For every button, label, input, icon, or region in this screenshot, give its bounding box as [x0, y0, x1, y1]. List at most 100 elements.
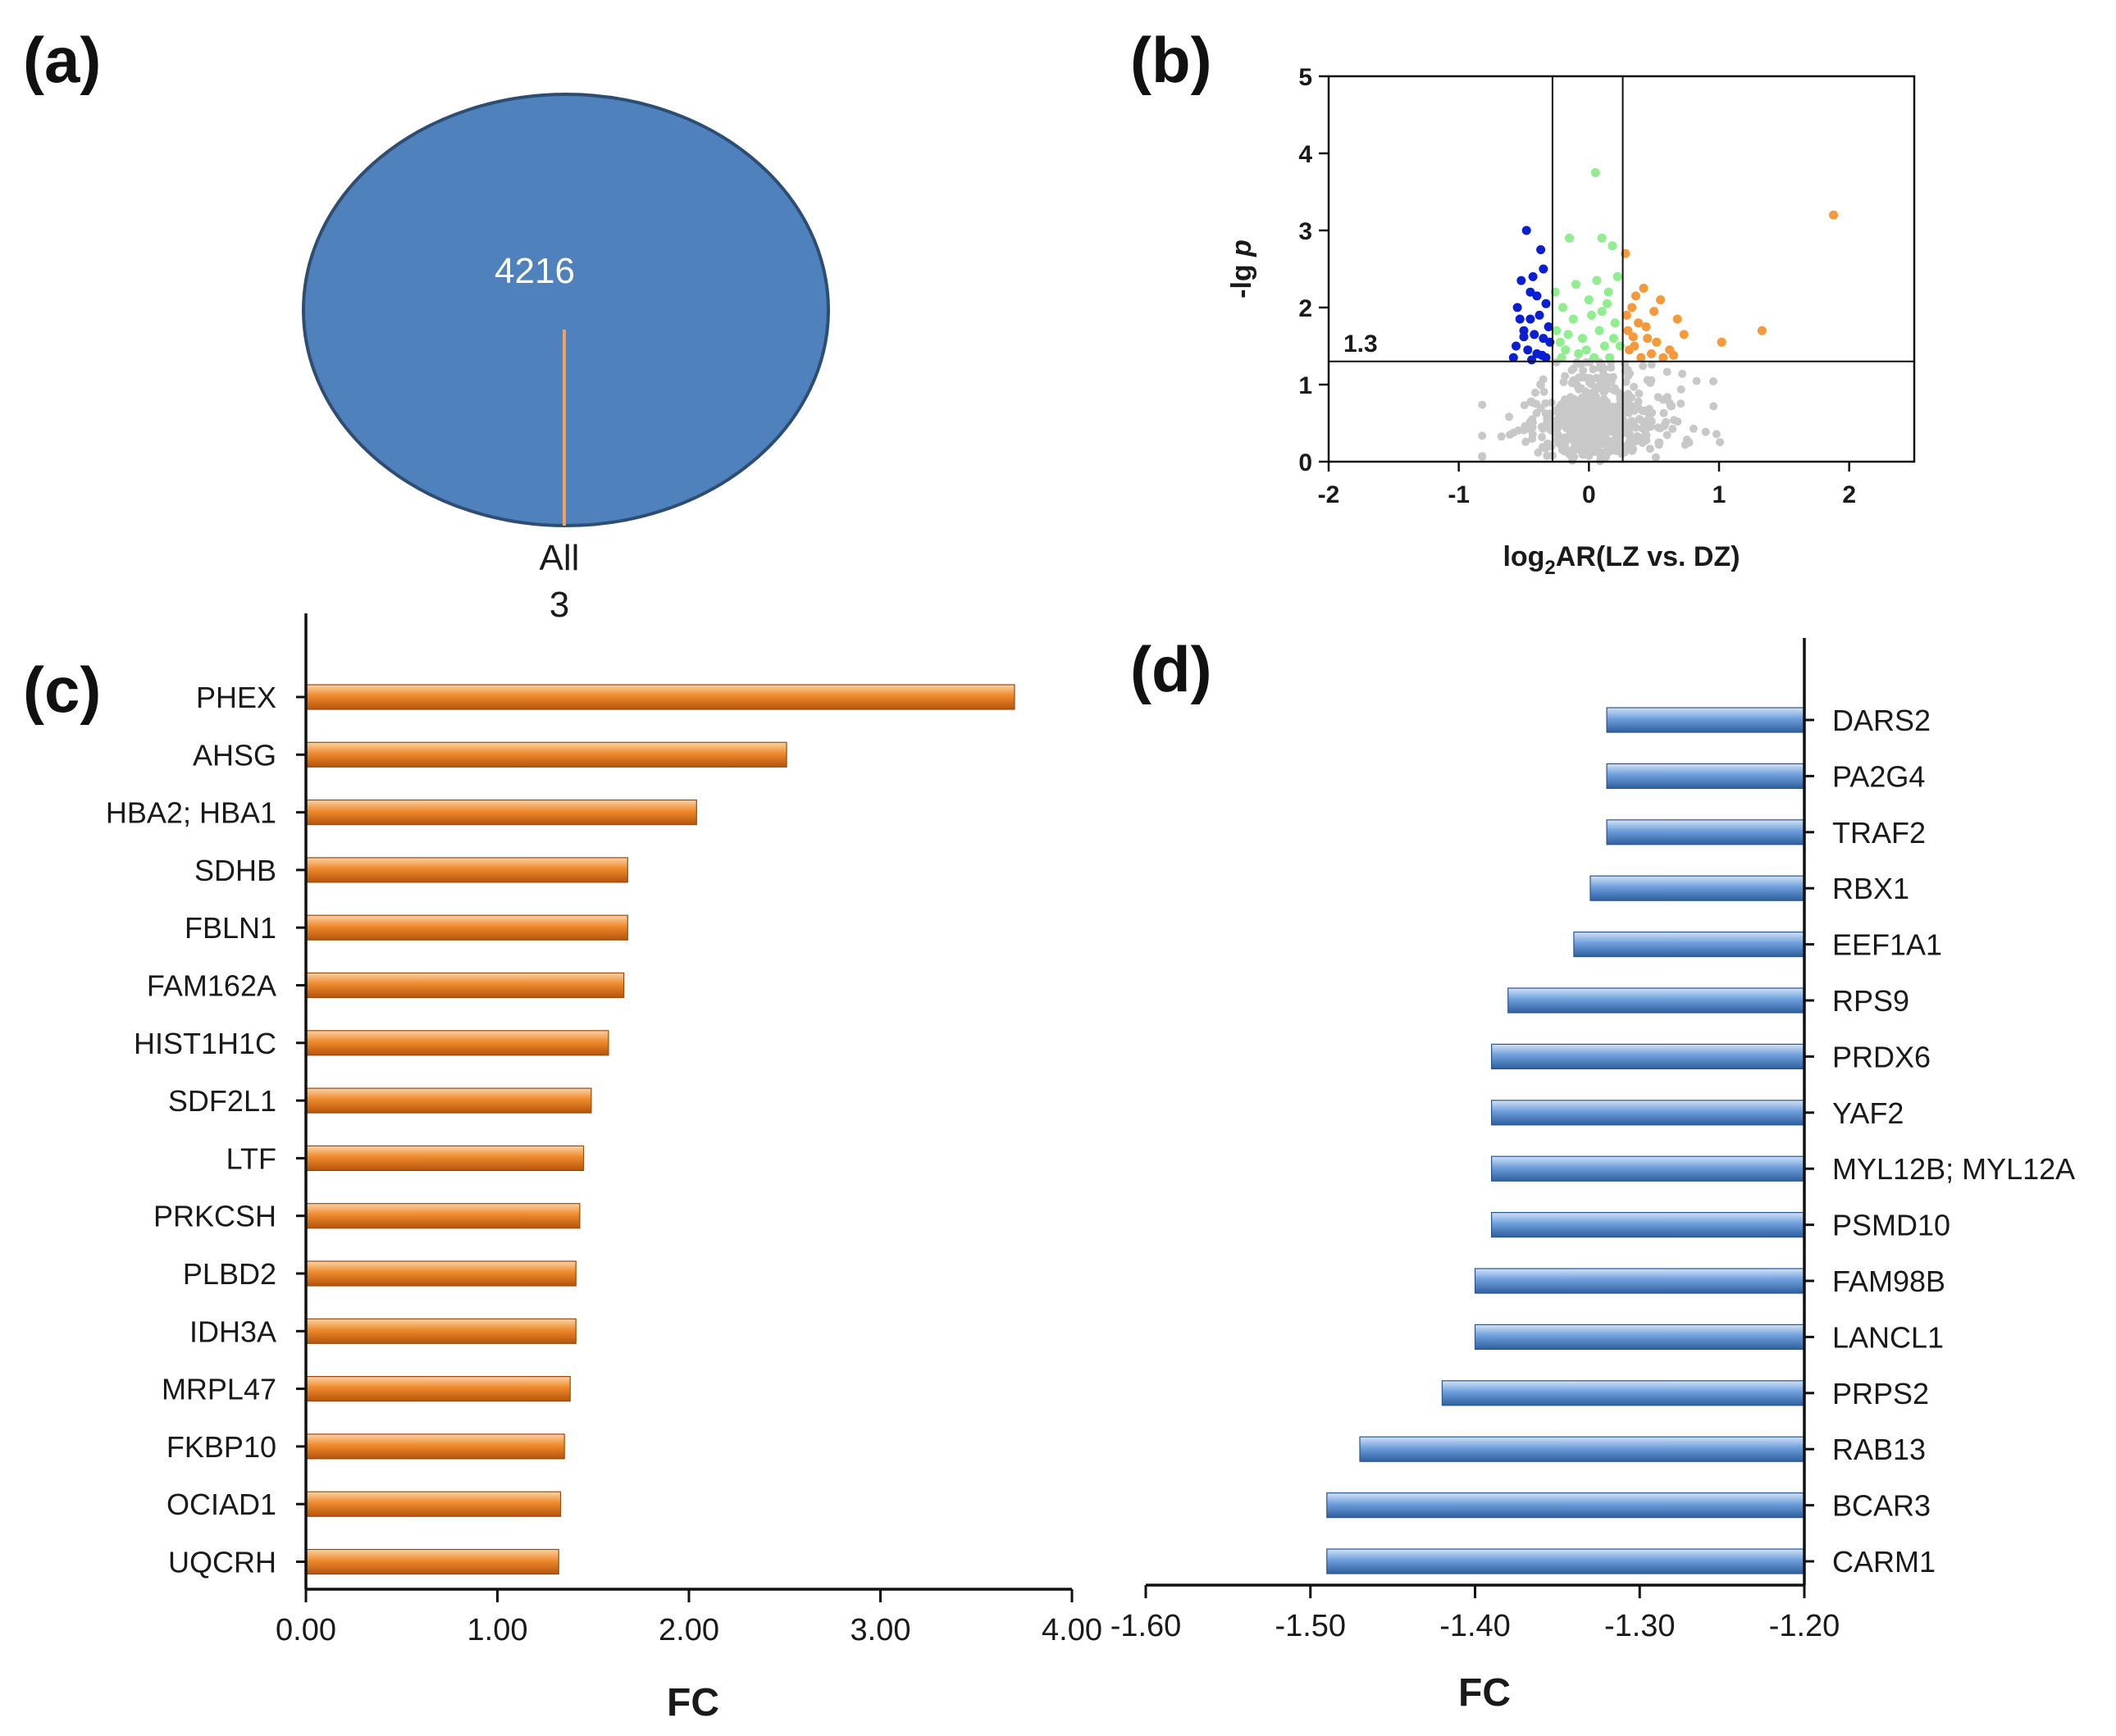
volcano-x-tick-label: 0	[1582, 481, 1596, 508]
volcano-point-ns	[1570, 453, 1579, 462]
bar-hist1h1c	[305, 1030, 609, 1056]
volcano-point-ns	[1659, 408, 1668, 417]
bar-lancl1	[1474, 1324, 1805, 1351]
volcano-point-ns	[1676, 385, 1685, 394]
volcano-point-up-regulated	[1643, 334, 1653, 344]
bar-rab13	[1359, 1436, 1805, 1462]
bar-dars2	[1606, 707, 1805, 733]
volcano-point-ns	[1585, 441, 1594, 450]
x-title-subscript: 2	[1544, 557, 1555, 579]
volcano-point-ns	[1626, 438, 1635, 447]
volcano-point-ns	[1569, 403, 1578, 412]
volcano-point-ns	[1576, 445, 1585, 454]
bar-prps2	[1441, 1380, 1805, 1406]
d-x-tick-label: -1.40	[1439, 1609, 1511, 1643]
volcano-point-ns	[1645, 444, 1654, 453]
volcano-point-ns	[1602, 380, 1611, 390]
volcano-point-ns	[1478, 452, 1487, 461]
volcano-point-down-regulated	[1539, 264, 1548, 274]
volcano-point-up-regulated	[1623, 326, 1633, 335]
c-category-label: SDF2L1	[168, 1084, 276, 1118]
volcano-point-small-change-significant	[1603, 287, 1613, 297]
volcano-point-ns	[1541, 444, 1550, 453]
volcano-point-ns	[1531, 388, 1539, 397]
volcano-point-down-regulated	[1521, 226, 1531, 235]
volcano-point-small-change-significant	[1563, 330, 1573, 339]
volcano-point-down-regulated	[1530, 330, 1539, 339]
volcano-point-ns	[1653, 393, 1662, 402]
volcano-point-small-change-significant	[1574, 349, 1584, 358]
volcano-point-up-regulated	[1829, 210, 1839, 220]
c-category-label: FKBP10	[166, 1430, 276, 1464]
volcano-point-ns	[1566, 427, 1575, 436]
volcano-point-ns	[1623, 427, 1632, 436]
volcano-point-small-change-significant	[1577, 334, 1587, 344]
volcano-point-small-change-significant	[1609, 334, 1618, 344]
panel-label-a: (a)	[23, 24, 101, 96]
bar-ociad1	[305, 1491, 562, 1517]
bar-sdf2l1	[305, 1087, 592, 1114]
volcano-point-small-change-significant	[1561, 345, 1571, 355]
volcano-point-small-change-significant	[1603, 298, 1612, 308]
d-x-tick-label: -1.20	[1769, 1609, 1840, 1643]
c-category-label: PLBD2	[183, 1257, 276, 1291]
c-category-label: PRKCSH	[153, 1200, 276, 1233]
volcano-point-ns	[1662, 431, 1671, 440]
volcano-point-ns	[1621, 377, 1630, 386]
volcano-point-ns	[1561, 395, 1569, 404]
c-x-tick-label: 4.00	[1042, 1613, 1102, 1647]
volcano-point-small-change-significant	[1597, 233, 1607, 243]
d-bars	[1326, 707, 1805, 1574]
volcano-point-ns	[1629, 444, 1638, 453]
d-category-label: PA2G4	[1832, 759, 1925, 793]
volcano-point-ns	[1647, 376, 1656, 385]
volcano-point-ns	[1678, 369, 1687, 378]
volcano-y-tick-label: 1	[1298, 372, 1312, 399]
volcano-point-down-regulated	[1537, 350, 1547, 360]
volcano-x-tick-label: 2	[1842, 481, 1856, 508]
volcano-point-up-regulated	[1639, 284, 1649, 293]
volcano-y-axis-title: -lg p	[1226, 239, 1257, 298]
bar-bcar3	[1326, 1492, 1805, 1519]
volcano-point-ns	[1667, 402, 1676, 411]
c-category-label: HBA2; HBA1	[106, 796, 276, 830]
volcano-point-ns	[1576, 373, 1585, 382]
y-title-main: -lg	[1226, 257, 1257, 298]
volcano-point-up-regulated	[1669, 350, 1678, 360]
volcano-point-ns	[1583, 403, 1592, 412]
volcano-point-ns	[1579, 366, 1588, 375]
volcano-point-ns	[1580, 421, 1589, 430]
volcano-point-up-regulated	[1757, 326, 1767, 335]
volcano-point-ns	[1569, 364, 1578, 373]
volcano-points-nonsignificant	[1478, 358, 1725, 466]
volcano-y-tick-label: 3	[1298, 218, 1312, 245]
c-x-tick-label: 2.00	[659, 1613, 719, 1647]
volcano-point-ns	[1638, 433, 1647, 442]
volcano-point-ns	[1562, 435, 1571, 444]
volcano-point-down-regulated	[1519, 332, 1529, 342]
volcano-point-ns	[1582, 390, 1591, 399]
volcano-ticks: -2 -1 0 1 2 0 1 2 3 4 5	[1298, 64, 1856, 508]
bar-rps9	[1507, 987, 1805, 1014]
volcano-point-ns	[1539, 425, 1548, 433]
volcano-point-up-regulated	[1656, 295, 1666, 305]
bar-eef1a1	[1573, 931, 1805, 958]
volcano-point-up-regulated	[1672, 314, 1682, 324]
volcano-point-ns	[1624, 395, 1633, 404]
panel-label-d: (d)	[1130, 633, 1212, 705]
volcano-point-ns	[1609, 428, 1618, 437]
d-x-tick-label: -1.30	[1604, 1609, 1676, 1643]
c-category-label: IDH3A	[189, 1315, 276, 1348]
d-category-label: MYL12B; MYL12A	[1832, 1152, 2075, 1186]
volcano-point-ns	[1586, 410, 1595, 419]
d-x-tick-label: -1.60	[1110, 1609, 1182, 1643]
volcano-point-ns	[1612, 447, 1621, 455]
volcano-point-small-change-significant	[1589, 353, 1599, 362]
c-category-label: SDHB	[194, 854, 276, 887]
volcano-point-small-change-significant	[1584, 295, 1594, 305]
volcano-point-up-regulated	[1641, 322, 1651, 331]
volcano-y-tick-label: 4	[1298, 141, 1312, 168]
bar-plbd2	[305, 1260, 577, 1287]
volcano-point-ns	[1547, 399, 1556, 407]
bar-rbx1	[1589, 875, 1805, 901]
